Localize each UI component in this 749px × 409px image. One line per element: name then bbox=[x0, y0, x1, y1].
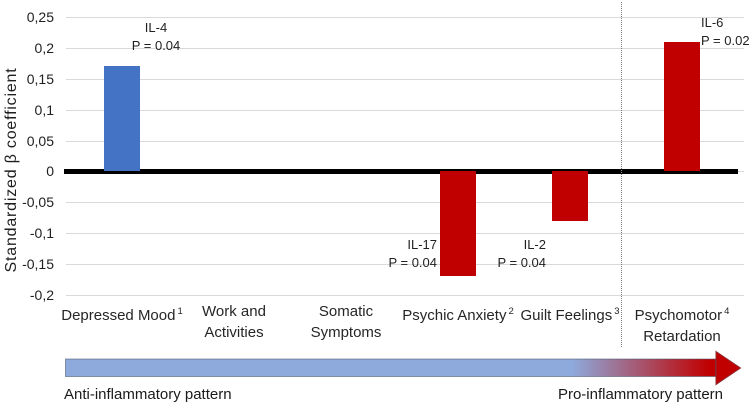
gridline-0,25 bbox=[66, 17, 744, 18]
pro-inflammatory-label: Pro-inflammatory pattern bbox=[557, 386, 723, 403]
gridline--0,15 bbox=[66, 264, 744, 265]
arrow-body bbox=[65, 358, 716, 377]
category-line1: Psychic Anxiety 2 bbox=[402, 306, 514, 324]
category-line1: Depressed Mood 1 bbox=[61, 306, 183, 324]
gridline-0,05 bbox=[66, 141, 744, 142]
category-label-psychomotor: Psychomotor 4 Retardation bbox=[610, 301, 749, 347]
ytick-label-0,25: 0,25 bbox=[26, 9, 54, 25]
annotation-line: P = 0.04 bbox=[131, 38, 181, 53]
ytick-label--0,05: -0,05 bbox=[22, 194, 54, 210]
category-line2: Retardation bbox=[643, 328, 721, 345]
gridline--0,05 bbox=[66, 202, 744, 203]
annotation-line: IL-4 bbox=[144, 20, 168, 35]
category-label-depressed-mood: Depressed Mood 1 bbox=[50, 301, 194, 326]
category-line1: Work and bbox=[202, 303, 266, 320]
gridline-0,15 bbox=[66, 79, 744, 80]
annotation-line: P = 0.04 bbox=[388, 255, 437, 270]
gridline--0,2 bbox=[66, 295, 744, 296]
category-line2: Activities bbox=[204, 324, 264, 341]
annotation-line: IL-6 bbox=[701, 15, 724, 30]
zero-axis-line bbox=[64, 169, 738, 174]
annotation-il-6: IL-6 P = 0.02 bbox=[701, 14, 749, 50]
ytick-label--0,15: -0,15 bbox=[22, 256, 54, 272]
bar-psychomotor-retardation bbox=[664, 41, 700, 172]
annotation-line: IL-17 bbox=[407, 237, 437, 252]
annotation-line: P = 0.04 bbox=[497, 255, 546, 270]
inflammation-gradient-arrow bbox=[65, 350, 742, 386]
gridline-0,1 bbox=[66, 110, 744, 111]
ytick-label--0,2: -0,2 bbox=[29, 287, 54, 303]
ytick-label-0,1: 0,1 bbox=[34, 102, 54, 118]
category-label-somatic: Somatic Symptoms bbox=[274, 301, 418, 343]
bar-depressed-mood bbox=[104, 66, 140, 172]
gridline-0,2 bbox=[66, 48, 744, 49]
category-label-guilt-feelings: Guilt Feelings 3 bbox=[498, 301, 642, 326]
gridline--0,1 bbox=[66, 233, 744, 234]
arrow-head bbox=[715, 350, 742, 386]
ytick-label-0: 0 bbox=[46, 163, 54, 179]
ytick-label--0,1: -0,1 bbox=[29, 225, 54, 241]
ytick-label-0,15: 0,15 bbox=[26, 71, 54, 87]
ytick-label-0,2: 0,2 bbox=[34, 40, 54, 56]
anti-inflammatory-label: Anti-inflammatory pattern bbox=[64, 386, 232, 403]
annotation-line: IL-2 bbox=[523, 237, 546, 252]
pattern-divider-dotted-line bbox=[621, 2, 622, 347]
annotation-line: P = 0.02 bbox=[701, 33, 749, 48]
category-label-psychic-anxiety: Psychic Anxiety 2 bbox=[386, 301, 530, 326]
annotation-il-2: IL-2 P = 0.04 bbox=[416, 236, 546, 272]
annotation-il-17: IL-17 P = 0.04 bbox=[307, 236, 437, 272]
bar-guilt-feelings bbox=[552, 171, 588, 221]
ytick-label-0,05: 0,05 bbox=[26, 133, 54, 149]
bar-psychic-anxiety bbox=[440, 171, 476, 277]
category-line1: Guilt Feelings 3 bbox=[520, 306, 620, 324]
category-line1: Psychomotor 4 bbox=[634, 306, 730, 324]
category-line2: Symptoms bbox=[310, 324, 382, 341]
category-line1: Somatic bbox=[318, 303, 374, 320]
annotation-il-4: IL-4 P = 0.04 bbox=[91, 19, 221, 55]
category-label-work-and: Work and Activities bbox=[162, 301, 306, 343]
